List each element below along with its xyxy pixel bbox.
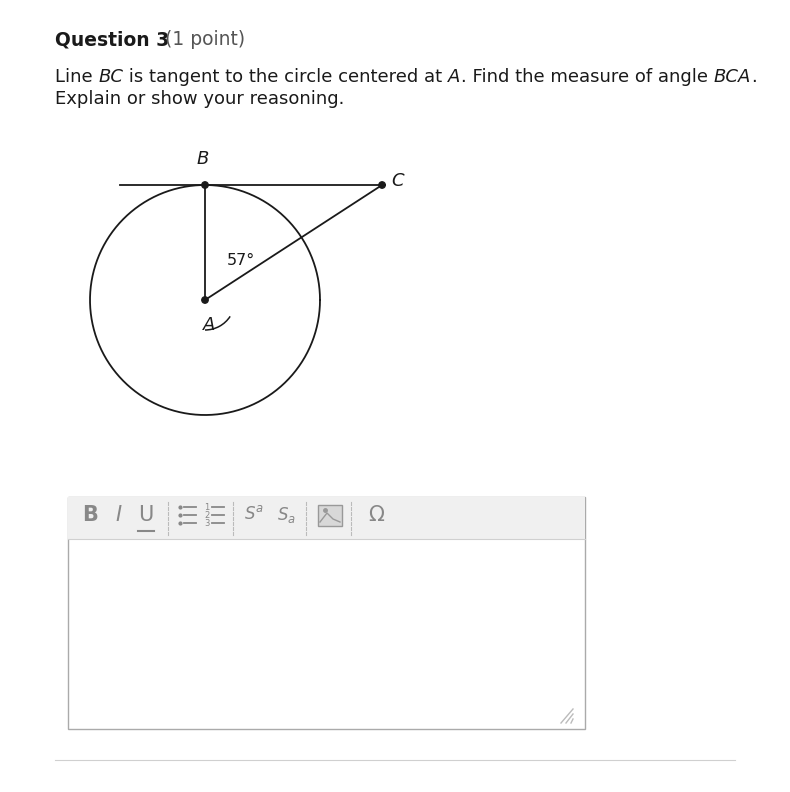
Text: Ω: Ω bbox=[368, 505, 384, 525]
Text: Explain or show your reasoning.: Explain or show your reasoning. bbox=[55, 90, 344, 108]
Circle shape bbox=[379, 182, 386, 188]
Text: . Find the measure of angle: . Find the measure of angle bbox=[461, 68, 713, 86]
Bar bbox=[68, 497, 585, 729]
Text: Line: Line bbox=[55, 68, 99, 86]
Text: $S_a$: $S_a$ bbox=[276, 505, 295, 525]
Text: BCA: BCA bbox=[713, 68, 750, 86]
Text: A: A bbox=[448, 68, 461, 86]
Text: $S^a$: $S^a$ bbox=[244, 505, 264, 523]
Bar bbox=[318, 505, 342, 526]
Circle shape bbox=[201, 182, 209, 188]
Text: I: I bbox=[115, 505, 121, 525]
Text: B: B bbox=[82, 505, 98, 525]
Text: B: B bbox=[197, 150, 209, 168]
Text: 1: 1 bbox=[205, 502, 209, 512]
Text: BC: BC bbox=[99, 68, 123, 86]
Text: C: C bbox=[391, 172, 404, 190]
Text: 3: 3 bbox=[205, 519, 209, 527]
Text: U: U bbox=[138, 505, 154, 525]
Text: A: A bbox=[203, 316, 215, 334]
Text: is tangent to the circle centered at: is tangent to the circle centered at bbox=[123, 68, 448, 86]
Text: 57°: 57° bbox=[227, 253, 254, 268]
Text: .: . bbox=[750, 68, 757, 86]
Text: (1 point): (1 point) bbox=[159, 30, 245, 49]
Text: 2: 2 bbox=[205, 511, 209, 520]
Bar bbox=[68, 497, 585, 539]
Circle shape bbox=[201, 297, 209, 303]
Text: Question 3: Question 3 bbox=[55, 30, 169, 49]
